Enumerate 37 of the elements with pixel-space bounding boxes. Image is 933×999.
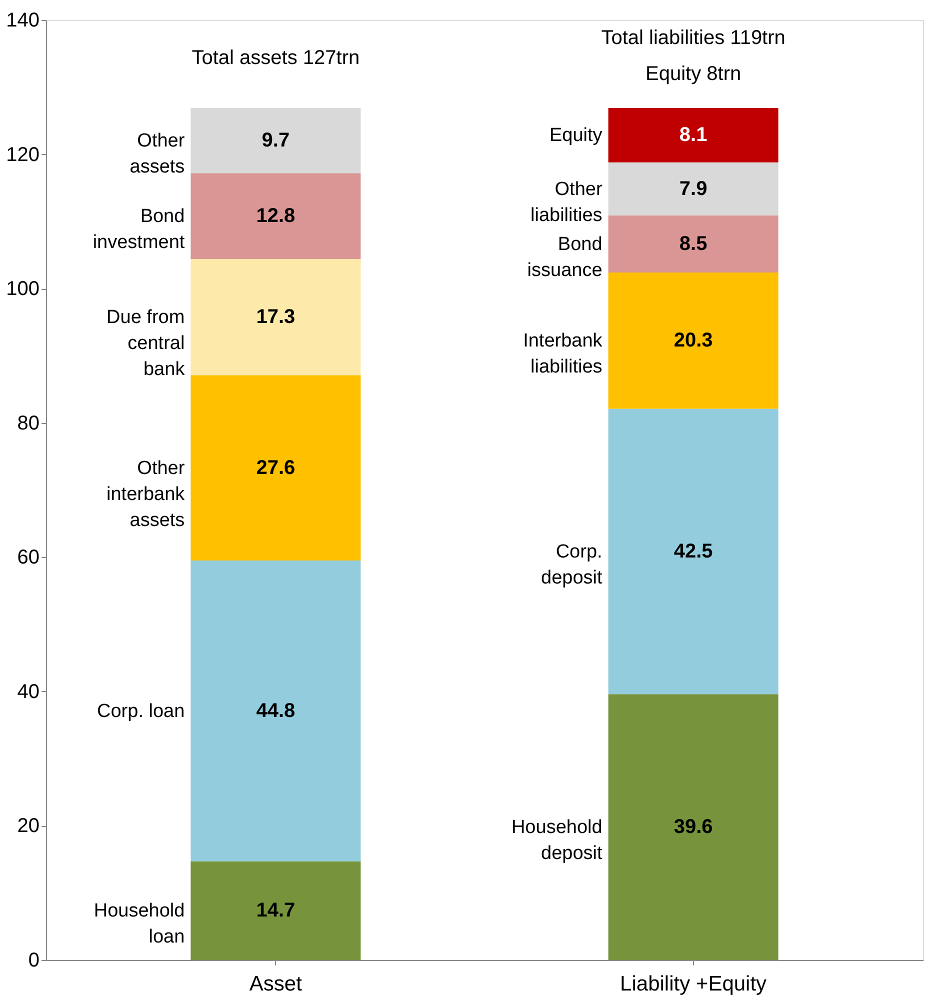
- series-label: Other interbank assets: [106, 458, 186, 531]
- data-label: 8.5: [679, 232, 708, 255]
- data-label: 39.6: [674, 816, 713, 838]
- data-label: 12.8: [256, 205, 296, 228]
- x-tick-label: Asset: [249, 972, 302, 996]
- y-tick-label: 20: [17, 815, 40, 838]
- annotation: Equity 8trn: [646, 63, 742, 85]
- series-label: Bond issuance: [527, 234, 602, 281]
- data-label: 14.7: [256, 900, 296, 922]
- data-label: 44.8: [256, 700, 296, 722]
- series-label: Due from central bank: [106, 307, 186, 380]
- annotation: Total liabilities 119trn: [601, 27, 786, 49]
- y-tick-label: 120: [6, 144, 40, 166]
- data-label: 27.6: [256, 456, 296, 479]
- series-label: Other liabilities: [530, 178, 603, 226]
- y-tick-label: 140: [6, 10, 40, 32]
- y-tick-label: 0: [28, 950, 40, 972]
- series-label: Bond investment: [92, 206, 186, 254]
- y-tick-label: 40: [17, 680, 40, 703]
- series-label: Interbank liabilities: [523, 330, 603, 378]
- series-label: Corp. deposit: [541, 541, 604, 588]
- annotation: Total assets 127trn: [192, 47, 360, 69]
- y-tick-label: 80: [17, 412, 40, 434]
- series-label: Equity: [549, 125, 603, 146]
- series-label: Other assets: [130, 130, 186, 178]
- series-label: Corp. loan: [97, 700, 185, 722]
- data-label: 17.3: [256, 306, 296, 328]
- series-label: Household loan: [94, 900, 185, 948]
- data-label: 20.3: [674, 330, 713, 352]
- y-tick-label: 60: [17, 546, 40, 569]
- data-label: 42.5: [674, 540, 713, 562]
- x-tick-label: Liability +Equity: [620, 972, 768, 996]
- data-label: 7.9: [679, 178, 708, 200]
- series-label: Household deposit: [511, 817, 604, 864]
- data-label: 9.7: [262, 130, 290, 152]
- y-tick-label: 100: [6, 278, 40, 300]
- data-label: 8.1: [679, 124, 708, 146]
